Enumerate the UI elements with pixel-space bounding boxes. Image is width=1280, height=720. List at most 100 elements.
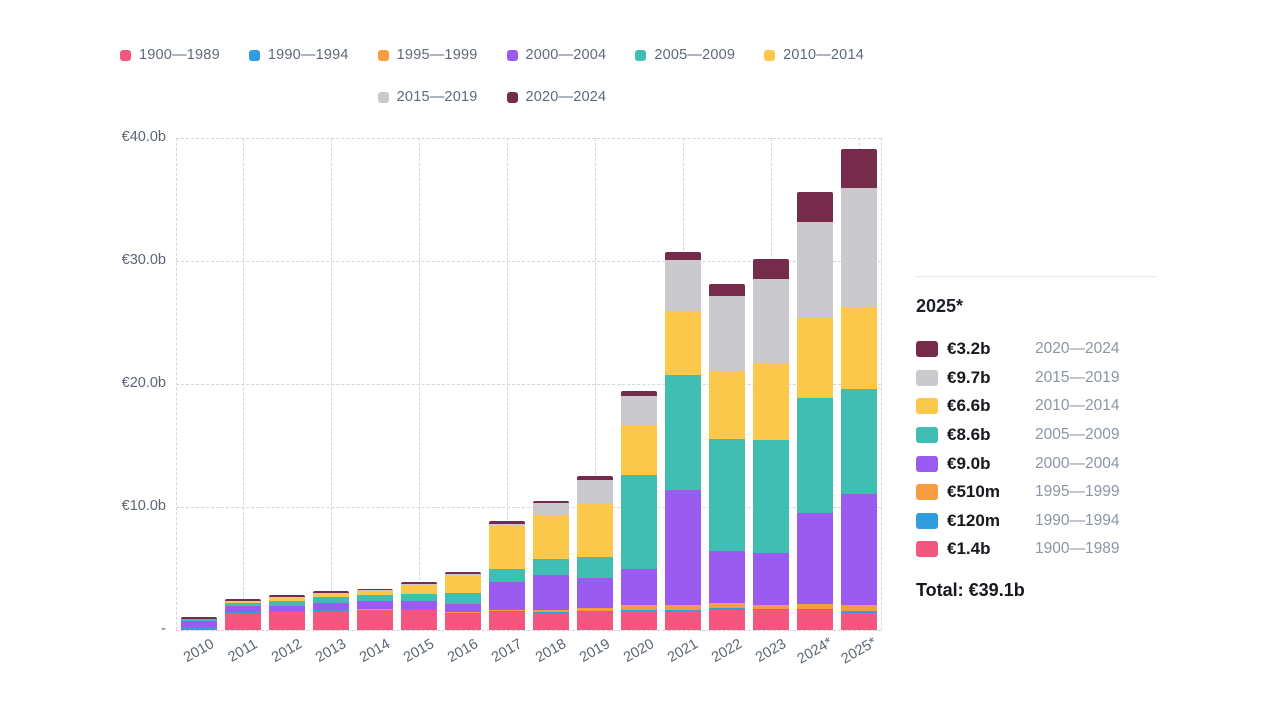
- bar-segment-2010-2005—2009[interactable]: [181, 619, 217, 621]
- bar-segment-2016-2005—2009[interactable]: [445, 593, 481, 604]
- bar-segment-2015-2000—2004[interactable]: [401, 601, 437, 609]
- bar-segment-2020-1990—1994[interactable]: [621, 609, 657, 611]
- bar-segment-2023-2020—2024[interactable]: [753, 259, 789, 279]
- bar-segment-2024*-1990—1994[interactable]: [797, 608, 833, 610]
- bar-segment-2024*-2010—2014[interactable]: [797, 317, 833, 398]
- bar-segment-2012-2010—2014[interactable]: [269, 597, 305, 601]
- bar-segment-2024*-2000—2004[interactable]: [797, 512, 833, 605]
- bar-segment-2016-2000—2004[interactable]: [445, 603, 481, 613]
- bar-segment-2016-2010—2014[interactable]: [445, 575, 481, 594]
- bar-segment-2018-1900—1989[interactable]: [533, 612, 569, 630]
- bar-segment-2023-1990—1994[interactable]: [753, 609, 789, 611]
- bar-segment-2024*-2015—2019[interactable]: [797, 221, 833, 318]
- bar-segment-2022-1995—1999[interactable]: [709, 602, 745, 608]
- bar-segment-2022-2015—2019[interactable]: [709, 295, 745, 371]
- bar-segment-2011-2000—2004[interactable]: [225, 606, 261, 612]
- bar-segment-2013-1990—1994[interactable]: [313, 610, 349, 611]
- bar-segment-2012-1900—1989[interactable]: [269, 612, 305, 630]
- bar-segment-2025*-2020—2024[interactable]: [841, 148, 877, 189]
- bar-segment-2022-2010—2014[interactable]: [709, 370, 745, 440]
- bar-segment-2020-2005—2009[interactable]: [621, 475, 657, 569]
- bar-segment-2013-1900—1989[interactable]: [313, 610, 349, 630]
- bar-segment-2014-1990—1994[interactable]: [357, 609, 393, 611]
- bar-segment-2020-2000—2004[interactable]: [621, 568, 657, 605]
- bar-segment-2018-2005—2009[interactable]: [533, 559, 569, 576]
- bar-segment-2021-2005—2009[interactable]: [665, 375, 701, 490]
- bar-segment-2024*-1900—1989[interactable]: [797, 609, 833, 630]
- bar-segment-2015-2015—2019[interactable]: [401, 583, 437, 586]
- bar-segment-2019-1995—1999[interactable]: [577, 608, 613, 612]
- bar-segment-2015-2010—2014[interactable]: [401, 585, 437, 595]
- bar-segment-2022-2005—2009[interactable]: [709, 439, 745, 552]
- bar-segment-2016-2020—2024[interactable]: [445, 571, 481, 575]
- bar-segment-2014-2015—2019[interactable]: [357, 590, 393, 592]
- bar-segment-2010-1990—1994[interactable]: [181, 627, 217, 630]
- bar-segment-2018-2015—2019[interactable]: [533, 503, 569, 516]
- bar-segment-2014-2000—2004[interactable]: [357, 601, 393, 610]
- bar-segment-2023-2015—2019[interactable]: [753, 278, 789, 363]
- bar-segment-2017-2000—2004[interactable]: [489, 581, 525, 610]
- bar-segment-2012-1990—1994[interactable]: [269, 611, 305, 613]
- bar-segment-2019-2005—2009[interactable]: [577, 557, 613, 579]
- bar-segment-2015-2020—2024[interactable]: [401, 582, 437, 584]
- bar-segment-2014-1995—1999[interactable]: [357, 609, 393, 610]
- bar-segment-2010-2020—2024[interactable]: [181, 617, 217, 619]
- bar-segment-2025*-2005—2009[interactable]: [841, 388, 877, 495]
- bar-segment-2016-1995—1999[interactable]: [445, 612, 481, 614]
- bar-segment-2018-2010—2014[interactable]: [533, 515, 569, 560]
- bar-segment-2019-1900—1989[interactable]: [577, 612, 613, 630]
- bar-segment-2012-2000—2004[interactable]: [269, 605, 305, 611]
- bar-segment-2011-1990—1994[interactable]: [225, 612, 261, 613]
- bar-segment-2025*-2015—2019[interactable]: [841, 188, 877, 308]
- bar-segment-2011-2020—2024[interactable]: [225, 598, 261, 602]
- bar-segment-2023-2000—2004[interactable]: [753, 553, 789, 605]
- bar-segment-2013-2000—2004[interactable]: [313, 602, 349, 610]
- bar-segment-2016-1990—1994[interactable]: [445, 613, 481, 615]
- bar-segment-2016-2015—2019[interactable]: [445, 574, 481, 576]
- bar-segment-2014-1900—1989[interactable]: [357, 610, 393, 630]
- bar-segment-2022-1900—1989[interactable]: [709, 609, 745, 630]
- bar-segment-2023-1900—1989[interactable]: [753, 610, 789, 630]
- bar-segment-2013-2005—2009[interactable]: [313, 596, 349, 603]
- bar-segment-2022-1990—1994[interactable]: [709, 607, 745, 610]
- bar-segment-2024*-2005—2009[interactable]: [797, 397, 833, 513]
- bar-segment-2014-2020—2024[interactable]: [357, 588, 393, 591]
- bar-segment-2014-2010—2014[interactable]: [357, 591, 393, 595]
- bar-segment-2011-2010—2014[interactable]: [225, 602, 261, 604]
- bar-segment-2017-1990—1994[interactable]: [489, 611, 525, 613]
- bar-segment-2015-2005—2009[interactable]: [401, 594, 437, 602]
- bar-segment-2021-2000—2004[interactable]: [665, 489, 701, 606]
- bar-segment-2017-2010—2014[interactable]: [489, 525, 525, 569]
- bar-segment-2015-1995—1999[interactable]: [401, 608, 437, 610]
- bar-segment-2012-2015—2019[interactable]: [269, 596, 305, 598]
- bar-segment-2010-2000—2004[interactable]: [181, 620, 217, 627]
- bar-segment-2023-1995—1999[interactable]: [753, 604, 789, 610]
- bar-segment-2019-1990—1994[interactable]: [577, 611, 613, 613]
- bar-segment-2013-2015—2019[interactable]: [313, 593, 349, 594]
- bar-segment-2012-2005—2009[interactable]: [269, 600, 305, 606]
- bar-segment-2022-2000—2004[interactable]: [709, 551, 745, 603]
- bar-segment-2022-2020—2024[interactable]: [709, 283, 745, 296]
- bar-segment-2021-1990—1994[interactable]: [665, 609, 701, 611]
- bar-segment-2015-1900—1989[interactable]: [401, 609, 437, 630]
- bar-segment-2025*-1995—1999[interactable]: [841, 605, 877, 612]
- bar-segment-2017-2005—2009[interactable]: [489, 568, 525, 582]
- bar-segment-2017-1900—1989[interactable]: [489, 612, 525, 630]
- bar-segment-2020-1995—1999[interactable]: [621, 604, 657, 610]
- bar-segment-2011-2005—2009[interactable]: [225, 603, 261, 607]
- bar-segment-2017-2020—2024[interactable]: [489, 520, 525, 524]
- bar-segment-2011-1900—1989[interactable]: [225, 612, 261, 630]
- bar-segment-2021-2020—2024[interactable]: [665, 251, 701, 260]
- bar-segment-2017-1995—1999[interactable]: [489, 609, 525, 612]
- bar-segment-2023-2010—2014[interactable]: [753, 362, 789, 440]
- bar-segment-2025*-2000—2004[interactable]: [841, 494, 877, 606]
- bar-segment-2018-1995—1999[interactable]: [533, 610, 569, 612]
- bar-segment-2025*-2010—2014[interactable]: [841, 307, 877, 389]
- bar-segment-2023-2005—2009[interactable]: [753, 440, 789, 554]
- bar-segment-2020-2020—2024[interactable]: [621, 390, 657, 397]
- bar-segment-2017-2015—2019[interactable]: [489, 523, 525, 526]
- bar-segment-2019-2015—2019[interactable]: [577, 479, 613, 505]
- bar-segment-2019-2000—2004[interactable]: [577, 578, 613, 609]
- bar-segment-2019-2020—2024[interactable]: [577, 476, 613, 480]
- bar-segment-2025*-1900—1989[interactable]: [841, 612, 877, 630]
